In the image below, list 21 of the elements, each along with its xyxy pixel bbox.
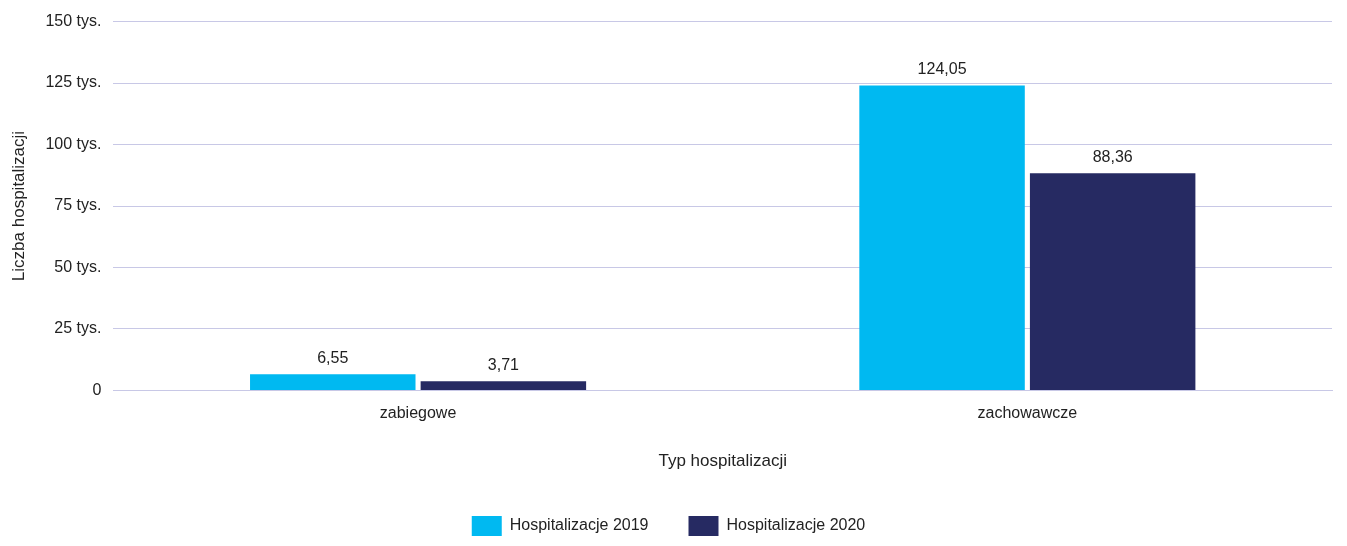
data-label: 3,71 — [487, 355, 520, 373]
legend-label: Hospitalizacje 2020 — [726, 516, 866, 534]
data-label: 6,55 — [317, 348, 349, 366]
data-label: 88,36 — [1092, 147, 1133, 165]
x-axis-title: Typ hospitalizacji — [658, 451, 787, 471]
bar — [250, 374, 416, 390]
bar — [859, 85, 1025, 390]
y-tick-label: 75 tys. — [54, 196, 102, 214]
y-tick-label: 25 tys. — [54, 319, 102, 337]
x-tick-label: zachowawcze — [977, 404, 1078, 422]
y-tick-label: 100 tys. — [45, 134, 102, 152]
bar — [420, 381, 587, 390]
y-axis-title: Liczba hospitalizacji — [8, 130, 28, 282]
y-tick-label: 125 tys. — [45, 73, 102, 91]
y-tick-label: 50 tys. — [54, 257, 102, 275]
data-label: 124,05 — [917, 59, 967, 77]
x-tick-label: zabiegowe — [379, 404, 457, 422]
y-tick-label: 150 tys. — [45, 12, 102, 30]
legend-label: Hospitalizacje 2019 — [509, 516, 649, 534]
bar — [1029, 173, 1196, 390]
y-tick-label: 0 — [92, 380, 102, 398]
